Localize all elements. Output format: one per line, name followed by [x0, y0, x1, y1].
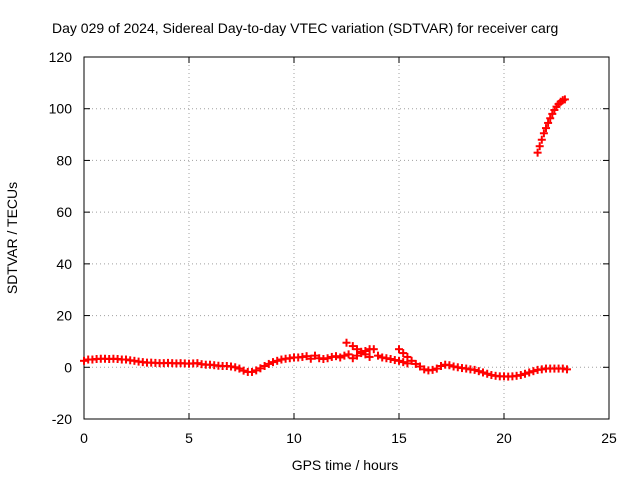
- data-point: [533, 148, 542, 157]
- data-point: [395, 345, 403, 354]
- chart-title: Day 029 of 2024, Sidereal Day-to-day VTE…: [52, 20, 558, 36]
- data-point: [445, 361, 454, 370]
- data-point: [269, 358, 277, 367]
- x-tick-label: 20: [496, 430, 512, 446]
- data-point: [323, 354, 332, 363]
- data-point: [416, 362, 424, 371]
- data-point: [537, 135, 546, 144]
- data-point: [470, 365, 479, 374]
- data-point: [374, 351, 382, 360]
- data-point: [235, 364, 244, 373]
- data-point: [539, 129, 548, 138]
- data-point: [395, 356, 403, 365]
- data-point: [560, 95, 569, 104]
- data-point: [273, 356, 282, 365]
- y-tick-label: 20: [56, 308, 72, 324]
- data-point: [386, 355, 395, 364]
- data-point: [544, 118, 553, 127]
- data-point: [479, 368, 487, 377]
- data-point: [332, 352, 340, 361]
- data-point: [193, 359, 202, 368]
- data-point: [340, 351, 349, 360]
- data-point: [256, 364, 265, 373]
- data-point: [407, 356, 416, 365]
- data-point: [521, 369, 529, 378]
- y-tick-label: -20: [52, 411, 72, 427]
- y-tick-label: 0: [64, 359, 72, 375]
- x-tick-label: 0: [80, 430, 88, 446]
- data-point: [411, 359, 420, 368]
- data-point: [516, 371, 525, 380]
- grid: [84, 57, 609, 419]
- data-point: [437, 361, 445, 370]
- x-axis-label: GPS time / hours: [292, 457, 399, 473]
- data-point: [546, 114, 555, 123]
- x-tick-label: 10: [286, 430, 302, 446]
- data-point: [348, 342, 357, 351]
- data-point: [252, 366, 261, 375]
- data-point: [239, 366, 248, 375]
- data-point: [302, 352, 311, 361]
- data-point: [529, 367, 538, 376]
- x-tick-label: 25: [601, 430, 617, 446]
- data-point: [80, 356, 88, 365]
- data-point: [563, 365, 571, 374]
- y-axis-label: SDTVAR / TECUs: [4, 182, 20, 294]
- y-tick-label: 40: [56, 256, 72, 272]
- y-tick-label: 120: [49, 49, 73, 65]
- data-series: [80, 95, 571, 381]
- data-point: [369, 345, 378, 354]
- data-point: [264, 359, 273, 368]
- y-tick-label: 60: [56, 204, 72, 220]
- data-point: [348, 354, 357, 363]
- data-point: [365, 352, 374, 361]
- data-point: [260, 361, 269, 370]
- data-point: [399, 349, 408, 358]
- data-point: [542, 124, 550, 133]
- data-point: [399, 358, 408, 367]
- data-point: [248, 367, 256, 376]
- y-tick-label: 80: [56, 152, 72, 168]
- data-point: [353, 351, 361, 360]
- data-point: [535, 142, 544, 151]
- data-point: [306, 354, 315, 363]
- x-tick-label: 5: [185, 430, 193, 446]
- data-point: [311, 351, 319, 360]
- data-point: [357, 349, 366, 358]
- data-point: [420, 365, 429, 374]
- data-point: [432, 364, 441, 373]
- data-point: [474, 367, 483, 376]
- data-point: [336, 353, 345, 362]
- plot-frame: [83, 56, 610, 420]
- data-point: [525, 368, 534, 377]
- data-point: [483, 369, 492, 378]
- x-tick-label: 15: [391, 430, 407, 446]
- data-point: [344, 350, 353, 359]
- data-point: [342, 338, 351, 347]
- y-tick-label: 100: [49, 101, 73, 117]
- data-point: [361, 346, 370, 355]
- axis-ticks: 0 5 10 15 20 25 -20 0 20 40 60 80 100 120: [49, 49, 617, 446]
- data-point: [428, 365, 437, 374]
- data-point: [403, 352, 412, 361]
- data-point: [231, 363, 240, 372]
